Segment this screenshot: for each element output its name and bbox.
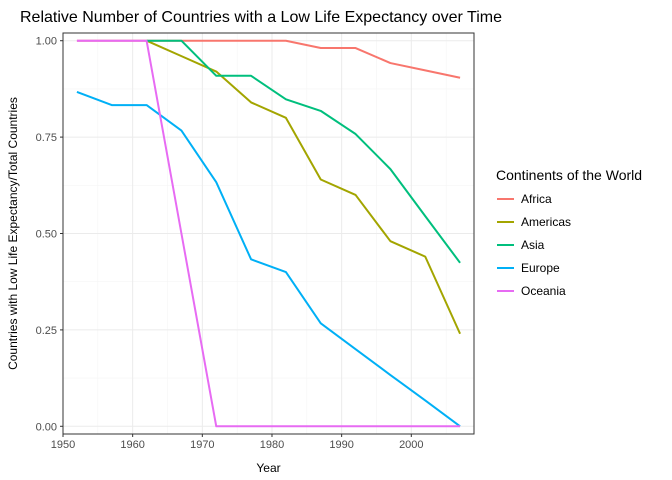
y-tick-label: 1.00	[36, 36, 57, 48]
series-line-europe	[76, 91, 461, 428]
series-line-oceania	[76, 39, 461, 428]
series-lines	[76, 39, 461, 428]
x-tick-label: 1970	[190, 439, 214, 451]
series-line-asia	[146, 39, 461, 264]
x-axis-title: Year	[256, 461, 280, 475]
chart-title: Relative Number of Countries with a Low …	[20, 9, 502, 26]
y-tick-label: 0.75	[36, 132, 57, 144]
legend-label-asia: Asia	[521, 238, 545, 252]
x-tick-label: 2000	[399, 439, 423, 451]
y-tick-label: 0.50	[36, 229, 57, 241]
legend-items: Africa Americas Asia Europe Oceania	[497, 192, 571, 298]
series-line-americas	[146, 39, 461, 335]
y-axis-title: Countries with Low Life Expectancy/Total…	[6, 97, 20, 370]
legend-label-africa: Africa	[521, 192, 552, 206]
legend-title: Continents of the World	[496, 167, 642, 183]
x-tick-label: 1990	[329, 439, 353, 451]
y-tick-label: 0.00	[36, 421, 57, 433]
legend-label-oceania: Oceania	[521, 284, 566, 298]
legend-label-americas: Americas	[521, 215, 571, 229]
x-axis: 1950 1960 1970 1980 1990 2000	[51, 434, 424, 451]
legend: Continents of the World Africa Americas As…	[496, 167, 642, 298]
y-axis: 0.00 0.25 0.50 0.75 1.00	[36, 36, 63, 433]
x-tick-label: 1980	[260, 439, 284, 451]
x-tick-label: 1950	[51, 439, 75, 451]
x-tick-label: 1960	[120, 439, 144, 451]
y-tick-label: 0.25	[36, 325, 57, 337]
legend-label-europe: Europe	[521, 261, 560, 275]
